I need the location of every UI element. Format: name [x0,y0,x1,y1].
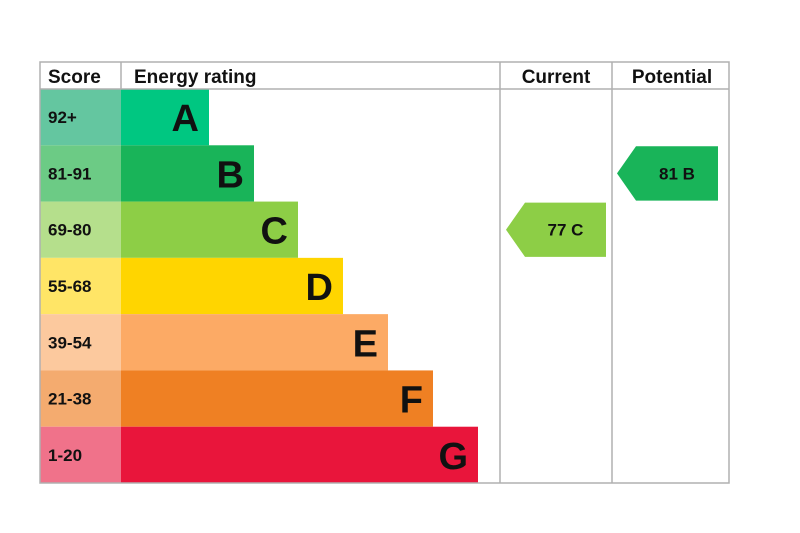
potential-rating-label: 81 B [659,164,695,183]
rating-letter-F: F [400,380,423,422]
rating-bar-E [121,314,388,371]
current-rating-label: 77 C [548,221,584,240]
score-cell-D [40,257,121,315]
rating-letter-E: E [353,323,378,365]
score-cell-F [40,370,121,427]
rating-letter-A: A [172,98,199,140]
score-label-F: 21-38 [48,390,91,409]
score-label-D: 55-68 [48,277,91,296]
rating-letter-D: D [306,267,333,309]
score-cell-B [40,145,121,202]
score-cell-G [40,426,121,483]
rating-letter-B: B [217,154,244,196]
current-rating-arrow [506,202,606,257]
potential-rating-arrow [617,146,718,201]
header-score: Score [48,67,101,88]
score-label-G: 1-20 [48,446,82,465]
rating-bar-C [121,201,298,258]
rating-bar-G [121,426,478,483]
rating-bar-A [121,89,209,146]
rating-bar-D [121,257,343,315]
score-cell-C [40,201,121,258]
table-border [39,61,730,484]
header-energy-rating: Energy rating [134,67,256,88]
score-label-E: 39-54 [48,333,92,352]
rating-letter-G: G [438,436,468,478]
header-current: Current [522,67,591,88]
header-potential: Potential [632,67,712,88]
rating-letter-C: C [261,211,288,253]
score-cell-E [40,314,121,371]
score-label-C: 69-80 [48,221,91,240]
rating-bar-F [121,370,433,427]
score-cell-A [40,89,121,146]
rating-bar-B [121,145,254,202]
score-label-A: 92+ [48,108,77,127]
score-label-B: 81-91 [48,164,91,183]
